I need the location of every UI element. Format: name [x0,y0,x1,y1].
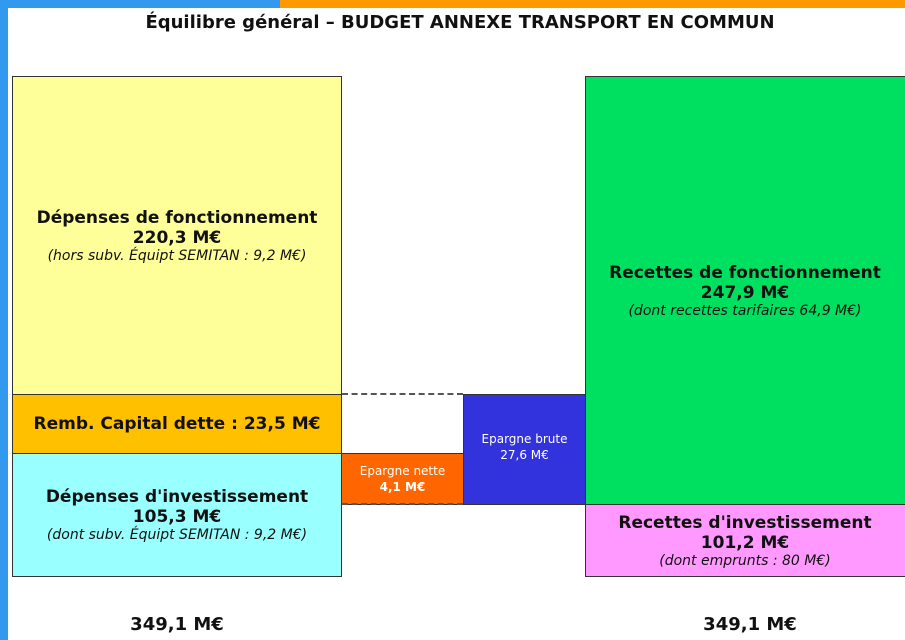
block: Recettes d'investissement 101,2 M€ (dont… [585,504,905,577]
block: Recettes de fonctionnement 247,9 M€ (don… [585,76,905,505]
block-label: Epargne brute [481,432,568,446]
block-note: (dont recettes tarifaires 64,9 M€) [628,302,862,319]
block-label: Dépenses d'investissement [45,487,309,507]
block-label: Recettes d'investissement [618,512,872,533]
block: Dépenses d'investissement 105,3 M€ (dont… [12,453,342,577]
block-amount: 105,3 M€ [132,507,222,527]
title: Équilibre général – BUDGET ANNEXE TRANSP… [145,12,775,33]
top-bar-orange [280,0,905,8]
block: Dépenses de fonctionnement 220,3 M€ (hor… [12,76,342,395]
total: 349,1 M€ [130,614,224,635]
dashed-line [342,503,463,505]
block-label: Dépenses de fonctionnement [36,207,318,228]
block-note: (hors subv. Équipt SEMITAN : 9,2 M€) [47,247,307,264]
block-amount: 247,9 M€ [700,282,790,303]
total: 349,1 M€ [703,614,797,635]
block-label: Remb. Capital dette : 23,5 M€ [33,414,321,434]
side-bar [0,0,8,640]
block-label: Epargne nette [359,464,446,478]
block-note: (dont subv. Équipt SEMITAN : 9,2 M€) [46,527,308,543]
dashed-line [342,393,463,395]
block-amount: 4,1 M€ [379,480,426,494]
block: Remb. Capital dette : 23,5 M€ [12,394,342,454]
block-label: Recettes de fonctionnement [609,262,881,283]
top-bar-blue [0,0,280,8]
block-amount: 101,2 M€ [700,532,790,553]
block: Epargne nette 4,1 M€ [341,453,464,505]
block: Epargne brute 27,6 M€ [463,394,586,505]
block-amount: 27,6 M€ [500,448,549,462]
block-note: (dont emprunts : 80 M€) [659,552,831,569]
block-amount: 220,3 M€ [132,227,222,248]
